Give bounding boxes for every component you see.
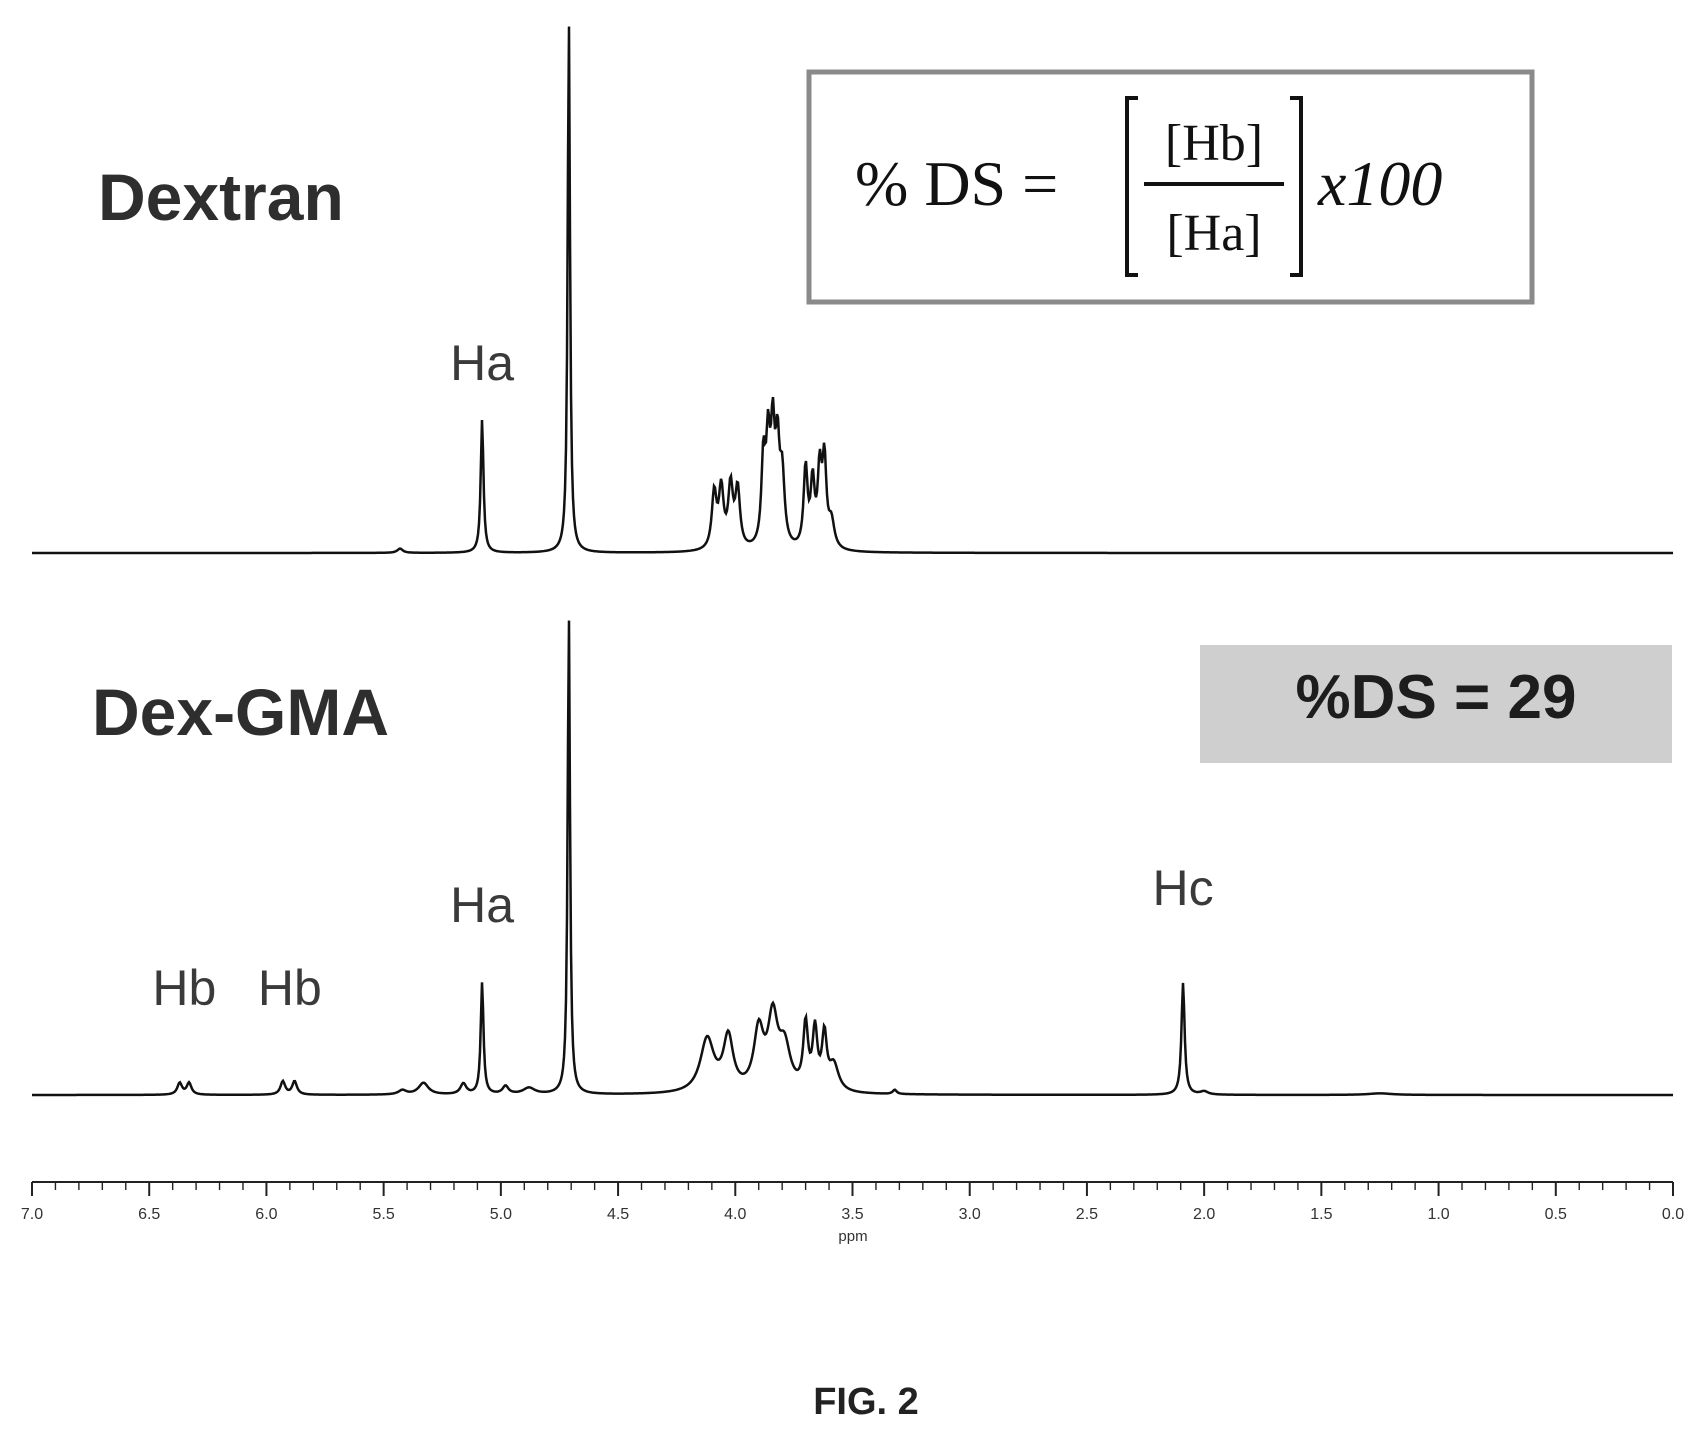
dexgma-spectrum-line — [32, 620, 1673, 1097]
formula-box: % DS = [Hb] [Ha] x100 — [806, 69, 1535, 305]
x-tick-label: 3.0 — [959, 1206, 981, 1223]
x-axis: 7.0 6.5 6.0 5.5 5.0 4.5 4.0 3.5 3.0 2.5 2.0 1.5 1.0 0… — [21, 1181, 1684, 1223]
x-tick-label: 5.5 — [373, 1206, 395, 1223]
x-tick-label: 1.0 — [1427, 1206, 1449, 1223]
ds-result: %DS = 29 — [1296, 663, 1577, 732]
x-tick-label: 4.0 — [724, 1206, 746, 1223]
peak-label-ha: Ha — [450, 335, 514, 391]
x-tick-label: 5.0 — [490, 1206, 512, 1223]
formula-multiplier: x100 — [1317, 148, 1442, 219]
x-tick-label: 7.0 — [21, 1206, 43, 1223]
result-box: %DS = 29 — [1200, 645, 1672, 763]
formula-right-bracket — [1290, 96, 1303, 277]
formula-denominator: [Ha] — [1166, 205, 1261, 262]
x-tick-label: 6.0 — [255, 1206, 277, 1223]
dextran-label: Dextran — [98, 160, 344, 234]
dexgma-label: Dex-GMA — [92, 675, 389, 749]
peak-label-hb: Hb — [258, 960, 322, 1016]
x-tick-label: 1.5 — [1310, 1206, 1332, 1223]
x-axis-title: ppm — [838, 1228, 867, 1245]
formula-left-bracket — [1125, 96, 1138, 277]
x-tick-label: 6.5 — [138, 1206, 160, 1223]
x-tick-label: 2.0 — [1193, 1206, 1215, 1223]
peak-label-hc: Hc — [1152, 860, 1213, 916]
peak-label-hb: Hb — [152, 960, 216, 1016]
formula-numerator: [Hb] — [1165, 115, 1263, 172]
x-tick-label: 4.5 — [607, 1206, 629, 1223]
x-tick-label: 2.5 — [1076, 1206, 1098, 1223]
peak-labels: Ha Hb Hb Ha Hc — [152, 335, 1213, 1016]
dextran-spectrum-line — [32, 26, 1673, 555]
formula-lhs: % DS = — [855, 148, 1058, 219]
peak-label-ha: Ha — [450, 877, 514, 933]
x-tick-label: 0.0 — [1662, 1206, 1684, 1223]
x-tick-label: 3.5 — [841, 1206, 863, 1223]
x-tick-label: 0.5 — [1545, 1206, 1567, 1223]
figure-caption: FIG. 2 — [813, 1381, 919, 1423]
